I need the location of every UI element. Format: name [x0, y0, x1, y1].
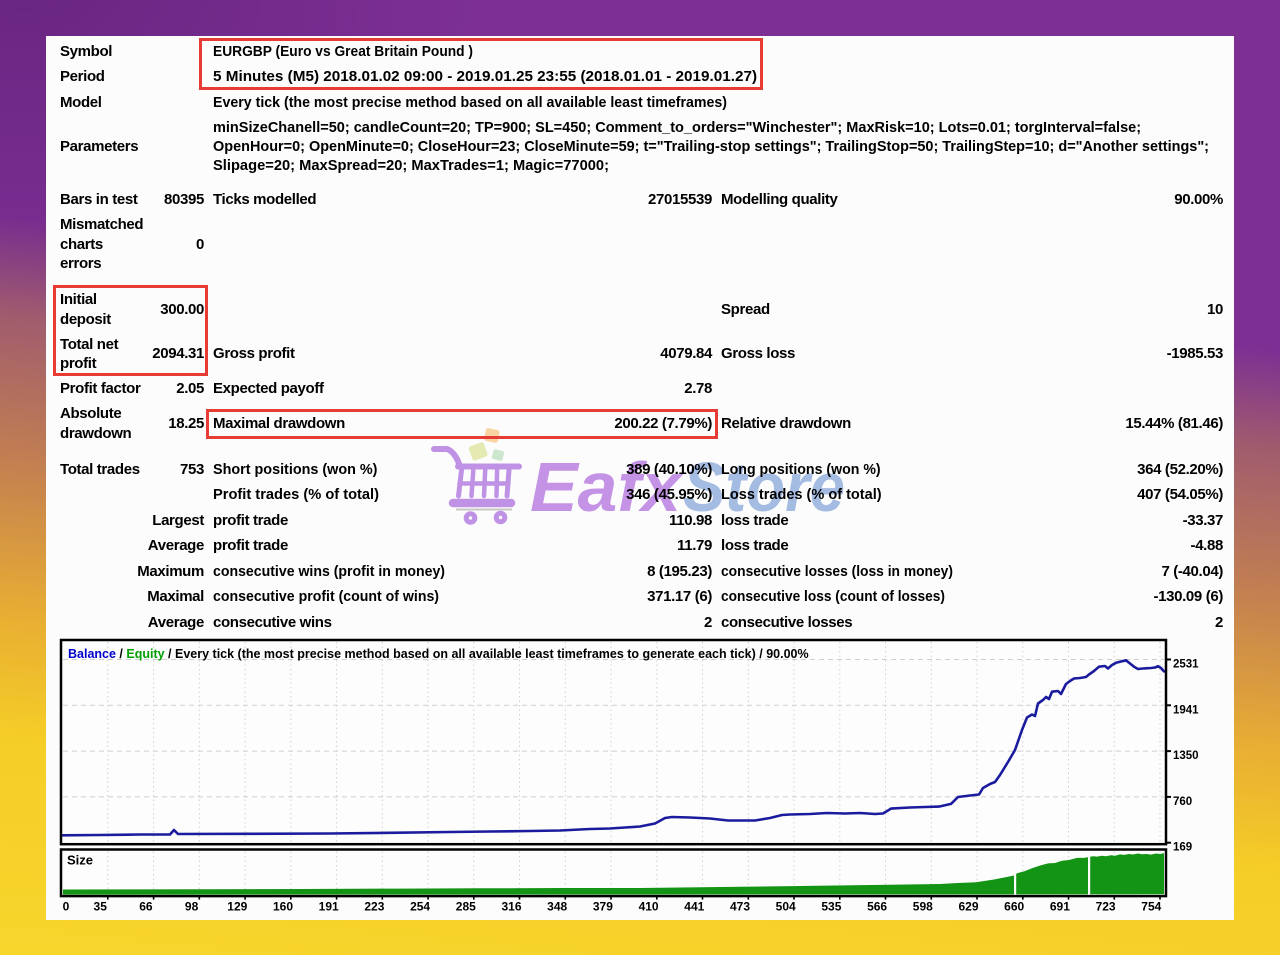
svg-text:760: 760 — [1173, 796, 1192, 808]
svg-text:691: 691 — [1050, 900, 1070, 914]
svg-text:0: 0 — [63, 900, 70, 914]
svg-text:Size: Size — [67, 853, 93, 868]
svg-text:Eafx: Eafx — [530, 448, 684, 526]
svg-text:504: 504 — [776, 900, 796, 914]
svg-text:2531: 2531 — [1173, 659, 1199, 671]
svg-text:160: 160 — [273, 900, 293, 914]
svg-text:Balance / Equity / Every tick: Balance / Equity / Every tick (the most … — [68, 647, 809, 661]
svg-text:35: 35 — [94, 900, 108, 914]
svg-text:723: 723 — [1096, 900, 1116, 914]
svg-text:129: 129 — [227, 900, 247, 914]
svg-text:754: 754 — [1141, 900, 1161, 914]
svg-text:629: 629 — [958, 900, 978, 914]
svg-text:191: 191 — [319, 900, 339, 914]
svg-text:348: 348 — [547, 900, 567, 914]
svg-text:254: 254 — [410, 900, 430, 914]
svg-text:169: 169 — [1173, 842, 1192, 854]
svg-text:379: 379 — [593, 900, 613, 914]
svg-text:Store: Store — [683, 448, 845, 526]
svg-text:535: 535 — [821, 900, 841, 914]
svg-text:598: 598 — [913, 900, 933, 914]
svg-text:285: 285 — [456, 900, 476, 914]
svg-text:316: 316 — [501, 900, 521, 914]
svg-text:1350: 1350 — [1173, 750, 1199, 762]
svg-text:660: 660 — [1004, 900, 1024, 914]
svg-text:410: 410 — [639, 900, 659, 914]
svg-text:66: 66 — [139, 900, 153, 914]
svg-text:98: 98 — [185, 900, 199, 914]
svg-text:1941: 1941 — [1173, 704, 1199, 716]
svg-text:223: 223 — [364, 900, 384, 914]
svg-text:473: 473 — [730, 900, 750, 914]
svg-text:566: 566 — [867, 900, 887, 914]
svg-text:441: 441 — [684, 900, 704, 914]
